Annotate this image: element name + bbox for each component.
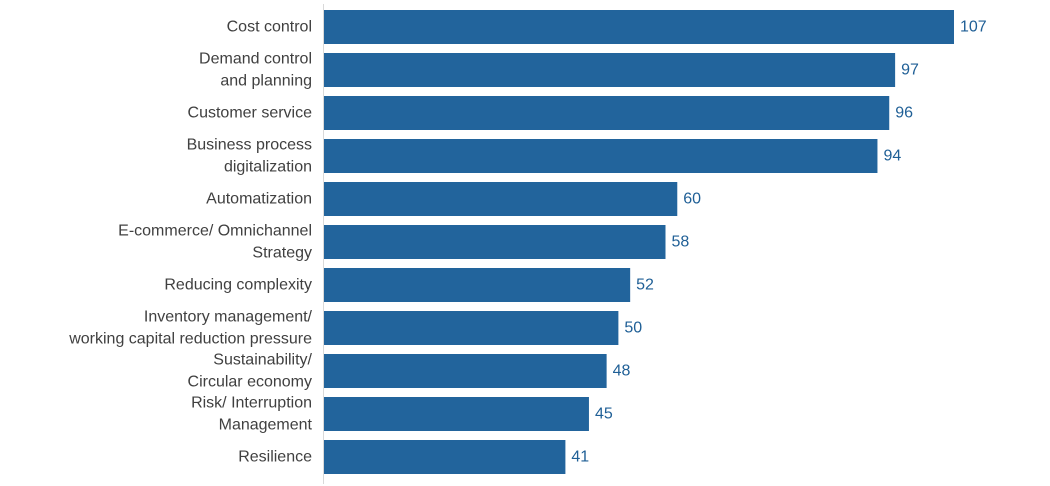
- bar-4: [324, 182, 678, 216]
- category-label-3-line-1: digitalization: [224, 159, 312, 176]
- bar-7: [324, 311, 619, 345]
- category-label-6: Reducing complexity: [164, 277, 312, 294]
- category-label-3-line-0: Business process: [187, 137, 312, 154]
- value-label-9: 45: [595, 406, 613, 423]
- value-label-5: 58: [671, 234, 689, 251]
- value-label-3: 94: [883, 148, 901, 165]
- bar-6: [324, 268, 631, 302]
- value-label-7: 50: [624, 320, 642, 337]
- value-label-6: 52: [636, 277, 654, 294]
- value-label-1: 97: [901, 62, 919, 79]
- category-label-7-line-0: Inventory management/: [144, 309, 313, 326]
- value-label-0: 107: [960, 19, 987, 36]
- value-label-8: 48: [613, 363, 631, 380]
- category-label-8-line-1: Circular economy: [188, 374, 312, 391]
- category-label-7-line-1: working capital reduction pressure: [68, 331, 312, 348]
- category-label-8-line-0: Sustainability/: [213, 352, 312, 369]
- value-label-4: 60: [683, 191, 701, 208]
- bar-1: [324, 53, 896, 87]
- bar-3: [324, 139, 878, 173]
- bar-2: [324, 96, 890, 130]
- bar-9: [324, 397, 589, 431]
- category-label-5-line-0: E-commerce/ Omnichannel: [118, 223, 312, 240]
- category-label-2: Customer service: [188, 105, 313, 122]
- category-label-0: Cost control: [227, 19, 312, 36]
- category-label-4: Automatization: [206, 191, 312, 208]
- bar-0: [324, 10, 954, 44]
- category-label-10: Resilience: [238, 449, 312, 466]
- category-label-1-line-1: and planning: [220, 73, 312, 90]
- category-label-9-line-0: Risk/ Interruption: [191, 395, 312, 412]
- category-label-5-line-1: Strategy: [252, 245, 312, 262]
- category-label-9-line-1: Management: [219, 417, 313, 434]
- bar-8: [324, 354, 607, 388]
- bar-10: [324, 440, 566, 474]
- value-label-10: 41: [571, 449, 589, 466]
- value-label-2: 96: [895, 105, 913, 122]
- category-label-1-line-0: Demand control: [199, 51, 312, 68]
- bar-5: [324, 225, 666, 259]
